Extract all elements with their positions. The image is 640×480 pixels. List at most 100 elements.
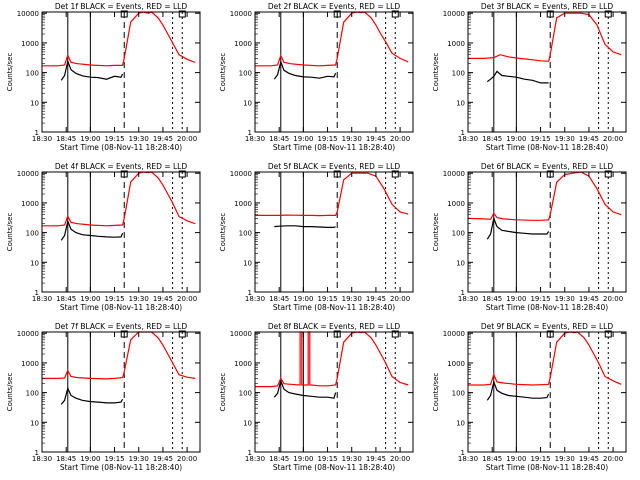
panel-8-ytick-label: 1000 xyxy=(234,360,252,368)
panel-1-xtick-label: 19:45 xyxy=(153,135,173,143)
panel-8-xtick-label: 19:30 xyxy=(342,455,362,463)
panel-1-ytick-label: 10000 xyxy=(17,10,39,18)
panel-3-series-red xyxy=(468,12,622,62)
panel-1-xlabel: Start Time (08-Nov-11 18:28:40) xyxy=(60,143,182,152)
panel-8-xtick-label: 20:00 xyxy=(390,455,410,463)
panel-8-xtick-label: 18:30 xyxy=(245,455,265,463)
panel-7-ytick-label: 10000 xyxy=(17,330,39,338)
panel-7-series-red xyxy=(42,331,196,380)
panel-6-series-black xyxy=(486,216,550,240)
panel-7-series-black xyxy=(60,386,124,405)
panel-4-ytick-label: 1 xyxy=(35,289,39,297)
panel-4-xtick-label: 18:30 xyxy=(32,295,52,303)
panel-2-xtick-label: 19:00 xyxy=(293,135,313,143)
panel-9-series-black xyxy=(486,379,550,401)
panel-4-xtick-label: 19:15 xyxy=(104,295,124,303)
panel-5-ytick-label: 10 xyxy=(243,259,252,267)
panel-9-xtick-label: 19:45 xyxy=(579,455,599,463)
panel-7-ytick-label: 10 xyxy=(30,419,39,427)
panel-3-ylabel: Counts/sec xyxy=(432,53,440,92)
panel-4-top-marker-2 xyxy=(178,170,186,178)
panel-5-ytick-label: 100 xyxy=(239,230,252,238)
panel-8-xtick-label: 19:15 xyxy=(317,455,337,463)
panel-7-title: Det 7f BLACK = Events, RED = LLD xyxy=(55,322,188,331)
panel-6-xtick-label: 20:00 xyxy=(603,295,623,303)
panel-2-top-marker-1 xyxy=(333,10,341,18)
panel-1-ytick-label: 1 xyxy=(35,129,39,137)
panel-2-xtick-label: 18:30 xyxy=(245,135,265,143)
panel-1-xtick-label: 18:45 xyxy=(56,135,76,143)
panel-1-series-black xyxy=(60,59,124,81)
panel-2-xtick-label: 19:45 xyxy=(366,135,386,143)
panel-9-ytick-label: 1 xyxy=(461,449,465,457)
panel-2-ytick-label: 100 xyxy=(239,70,252,78)
panel-3-xtick-label: 20:00 xyxy=(603,135,623,143)
panel-6-ylabel: Counts/sec xyxy=(432,213,440,252)
panel-2-xtick-label: 20:00 xyxy=(390,135,410,143)
panel-1-ytick-label: 100 xyxy=(26,70,39,78)
panel-8-ytick-label: 100 xyxy=(239,390,252,398)
panel-8-plot-frame xyxy=(254,331,414,453)
panel-5-xtick-label: 19:30 xyxy=(342,295,362,303)
panel-6-xtick-label: 18:45 xyxy=(482,295,502,303)
panel-8-xtick-label: 19:00 xyxy=(293,455,313,463)
panel-8-series-red xyxy=(255,331,409,388)
panel-6-title: Det 6f BLACK = Events, RED = LLD xyxy=(481,162,614,171)
panel-4-top-marker-1 xyxy=(120,170,128,178)
panel-1-plot-frame xyxy=(41,11,201,133)
panel-6-xtick-label: 19:15 xyxy=(530,295,550,303)
panel-6-ytick-label: 1000 xyxy=(447,200,465,208)
panel-6-top-marker-2 xyxy=(604,170,612,178)
panel-5-top-marker-1 xyxy=(333,170,341,178)
panel-2-title: Det 2f BLACK = Events, RED = LLD xyxy=(268,2,401,11)
panel-3-ytick-label: 1 xyxy=(461,129,465,137)
panel-7-ytick-label: 100 xyxy=(26,390,39,398)
panel-3-title: Det 3f BLACK = Events, RED = LLD xyxy=(481,2,614,11)
panel-6-xtick-label: 19:00 xyxy=(506,295,526,303)
panel-6-ytick-label: 10000 xyxy=(443,170,465,178)
panel-1-top-marker-2 xyxy=(178,10,186,18)
panel-6-xlabel: Start Time (08-Nov-11 18:28:40) xyxy=(486,303,608,312)
panel-7-top-marker-1 xyxy=(120,330,128,338)
panel-5-xlabel: Start Time (08-Nov-11 18:28:40) xyxy=(273,303,395,312)
panel-2-series-red xyxy=(255,11,409,67)
panel-9-title: Det 9f BLACK = Events, RED = LLD xyxy=(481,322,614,331)
panel-5-series-black xyxy=(274,225,336,228)
panel-3-xtick-label: 19:15 xyxy=(530,135,550,143)
panel-6-ytick-label: 100 xyxy=(452,230,465,238)
panel-6-series-red xyxy=(467,171,622,221)
panel-1-top-marker-1 xyxy=(120,10,128,18)
panel-8-ytick-label: 1 xyxy=(248,449,252,457)
panel-7-xtick-label: 18:30 xyxy=(32,455,52,463)
panel-9-xtick-label: 18:45 xyxy=(482,455,502,463)
panel-4-ytick-label: 1000 xyxy=(21,200,39,208)
panel-3-xtick-label: 18:45 xyxy=(482,135,502,143)
panel-9-ytick-label: 100 xyxy=(452,390,465,398)
panel-2-plot-frame xyxy=(254,11,414,133)
panel-1-xtick-label: 19:30 xyxy=(129,135,149,143)
panel-5-xtick-label: 19:15 xyxy=(317,295,337,303)
panel-6-xtick-label: 19:30 xyxy=(555,295,575,303)
panel-6-ytick-label: 1 xyxy=(461,289,465,297)
panel-5-ytick-label: 1 xyxy=(248,289,252,297)
panel-5-xtick-label: 20:00 xyxy=(390,295,410,303)
panel-7-xtick-label: 19:15 xyxy=(104,455,124,463)
panel-5-top-marker-2 xyxy=(391,170,399,178)
panel-7-xtick-label: 19:45 xyxy=(153,455,173,463)
panel-9-ytick-label: 10000 xyxy=(443,330,465,338)
panel-4-xtick-label: 18:45 xyxy=(56,295,76,303)
panel-4-ylabel: Counts/sec xyxy=(6,213,14,252)
panel-8-ylabel: Counts/sec xyxy=(219,373,227,412)
panel-9-top-marker-1 xyxy=(546,330,554,338)
panel-5-series-red xyxy=(255,172,409,217)
panel-2-xtick-label: 19:15 xyxy=(317,135,337,143)
panel-2-xlabel: Start Time (08-Nov-11 18:28:40) xyxy=(273,143,395,152)
panel-4-plot-frame xyxy=(41,171,201,293)
panel-8-series-black xyxy=(273,378,337,399)
panel-6-xtick-label: 18:30 xyxy=(458,295,478,303)
panel-3-ytick-label: 1000 xyxy=(447,40,465,48)
panel-9-series-red xyxy=(468,331,622,386)
panel-9-xtick-label: 18:30 xyxy=(458,455,478,463)
panel-7-ylabel: Counts/sec xyxy=(6,373,14,412)
panel-8-xtick-label: 18:45 xyxy=(269,455,289,463)
